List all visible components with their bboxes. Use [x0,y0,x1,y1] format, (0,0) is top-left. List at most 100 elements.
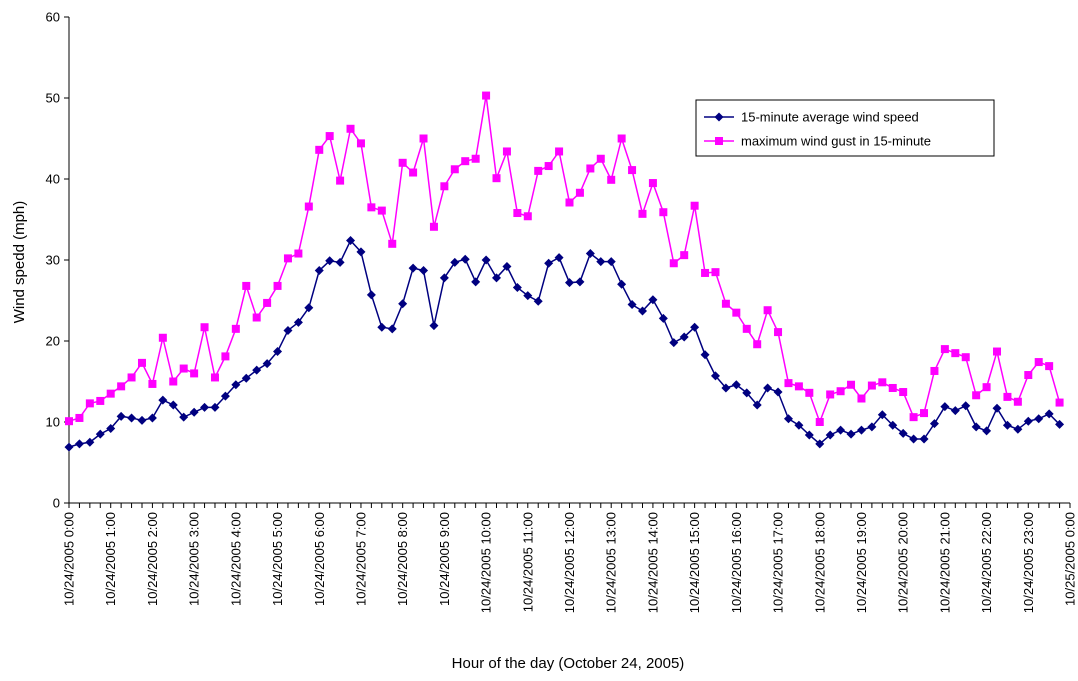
x-tick-label: 10/24/2005 8:00 [395,512,410,606]
data-point-average [721,383,731,393]
data-point-gust [721,299,730,308]
plot-series [64,91,1065,452]
x-tick-label: 10/24/2005 18:00 [812,512,827,613]
data-point-gust [805,388,814,397]
data-point-average [492,273,502,283]
data-point-average [669,338,679,348]
data-point-average [85,437,95,447]
data-point-average [1055,419,1065,429]
y-tick-label: 60 [46,10,60,25]
data-point-average [512,283,522,293]
data-point-gust [878,378,887,387]
x-tick-label: 10/24/2005 12:00 [562,512,577,613]
data-point-average [1034,414,1044,424]
data-point-gust [826,390,835,399]
x-tick-label: 10/24/2005 14:00 [645,512,660,613]
data-point-average [64,442,74,452]
data-point-average [377,322,387,332]
data-point-average [158,395,168,405]
data-point-average [909,434,919,444]
data-point-average [982,426,992,436]
data-point-gust [471,154,480,163]
x-tick-label: 10/24/2005 20:00 [896,512,911,613]
data-point-average [210,402,220,412]
data-point-gust [784,379,793,388]
data-point-average [898,428,908,438]
x-tick-label: 10/24/2005 9:00 [437,512,452,606]
data-point-average [304,303,314,313]
x-tick-label: 10/24/2005 2:00 [145,512,160,606]
data-point-average [627,300,637,310]
data-point-average [1002,420,1012,430]
data-point-gust [1003,392,1012,401]
data-point-gust [252,313,261,322]
data-point-average [137,415,147,425]
data-point-gust [659,208,668,217]
legend-marker-gust [715,137,723,145]
data-point-average [836,425,846,435]
data-point-average [950,406,960,416]
x-tick-label: 10/24/2005 22:00 [979,512,994,613]
data-point-gust [325,132,334,141]
data-point-gust [356,139,365,148]
x-tick-label: 10/24/2005 1:00 [103,512,118,606]
data-point-gust [794,382,803,391]
x-tick-label: 10/24/2005 23:00 [1021,512,1036,613]
data-point-gust [148,379,157,388]
x-tick-label: 10/24/2005 6:00 [312,512,327,606]
data-point-gust [888,383,897,392]
data-point-average [992,403,1002,413]
data-point-gust [680,251,689,260]
data-point-average [637,306,647,316]
x-tick-label: 10/24/2005 19:00 [854,512,869,613]
data-point-average [127,413,137,423]
data-point-average [74,439,84,449]
data-point-gust [179,364,188,373]
data-point-average [961,401,971,411]
data-point-gust [429,222,438,231]
data-point-gust [586,164,595,173]
data-point-gust [513,209,522,218]
legend-label-average: 15-minute average wind speed [741,110,919,125]
data-point-gust [690,201,699,210]
data-point-average [200,402,210,412]
data-point-gust [711,268,720,277]
data-point-gust [961,353,970,362]
data-point-average [408,263,418,273]
data-point-gust [85,399,94,408]
data-point-average [314,266,324,276]
data-point-gust [523,212,532,221]
data-point-average [690,322,700,332]
data-point-gust [502,147,511,156]
data-point-average [325,256,335,266]
data-point-gust [534,166,543,175]
data-point-average [366,290,376,300]
data-point-gust [450,165,459,174]
data-point-gust [377,206,386,215]
data-point-gust [972,391,981,400]
y-tick-label: 10 [46,415,60,430]
x-tick-label: 10/24/2005 21:00 [937,512,952,613]
data-point-average [846,429,856,439]
data-point-gust [106,389,115,398]
data-point-average [502,261,512,271]
data-point-average [168,400,178,410]
data-point-average [763,383,773,393]
data-point-gust [419,134,428,143]
x-tick-label: 10/24/2005 3:00 [187,512,202,606]
data-point-gust [482,91,491,100]
data-point-average [471,277,481,287]
data-point-average [919,434,929,444]
data-point-gust [742,324,751,333]
y-axis-title: Wind spedd (mph) [11,201,28,324]
data-point-gust [669,259,678,268]
data-point-average [429,321,439,331]
data-point-gust [836,387,845,396]
data-point-gust [909,413,918,422]
data-point-gust [993,347,1002,356]
data-point-average [565,278,574,288]
data-point-gust [753,340,762,349]
data-point-average [1044,409,1054,419]
data-point-average [742,388,752,398]
data-point-gust [1024,371,1033,380]
